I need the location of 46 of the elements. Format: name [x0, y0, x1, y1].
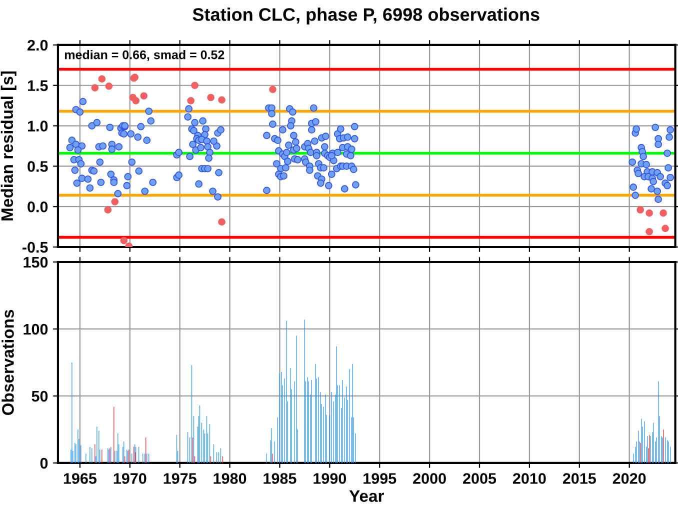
point	[187, 97, 194, 104]
y-tick-label: 1.5	[28, 80, 48, 92]
point	[662, 224, 669, 232]
y-axis-title: Observations	[2, 310, 14, 416]
point	[105, 82, 113, 90]
point	[104, 206, 112, 214]
x-tick-label: 1970	[114, 473, 146, 484]
x-tick-label: 2020	[612, 473, 646, 484]
point	[269, 86, 276, 94]
x-tick-label: 1990	[314, 473, 346, 484]
chart-title: Station CLC, phase P, 6998 observations	[192, 8, 540, 24]
point	[191, 82, 198, 90]
y-tick-label: 0	[40, 458, 48, 469]
point	[91, 84, 99, 92]
x-axis-title: Year	[349, 490, 384, 502]
point	[646, 209, 653, 217]
y-tick-label: 2.0	[28, 40, 48, 51]
y-tick-label: 50	[32, 390, 48, 402]
x-tick-label: 1965	[64, 473, 97, 484]
point	[636, 206, 644, 214]
annotation: median = 0.66, smad = 0.52	[64, 50, 224, 62]
point	[111, 198, 119, 206]
y-tick-label: 150	[24, 256, 48, 268]
x-tick-label: 1995	[364, 473, 396, 484]
point	[120, 236, 128, 244]
point	[140, 92, 148, 100]
y-tick-label: 0.0	[28, 201, 48, 212]
y-tick-label: 0.5	[28, 161, 48, 172]
x-tick-label: 2005	[463, 473, 496, 484]
point	[660, 209, 667, 217]
y-tick-label: 100	[24, 324, 48, 335]
point	[132, 97, 140, 104]
y-tick-label: -0.5	[22, 242, 48, 253]
point	[207, 94, 214, 102]
x-tick-label: 2000	[413, 473, 446, 484]
x-tick-label: 1985	[264, 473, 296, 484]
x-tick-label: 1975	[164, 473, 196, 484]
point	[218, 96, 226, 104]
point	[98, 75, 106, 83]
y-tick-label: 1.0	[28, 120, 48, 132]
point	[218, 218, 226, 226]
x-tick-label: 2015	[562, 473, 596, 484]
y-axis-title: Median residual [s]	[0, 71, 16, 220]
x-tick-label: 1980	[214, 473, 246, 484]
point	[646, 228, 653, 236]
x-tick-label: 2010	[512, 473, 546, 484]
